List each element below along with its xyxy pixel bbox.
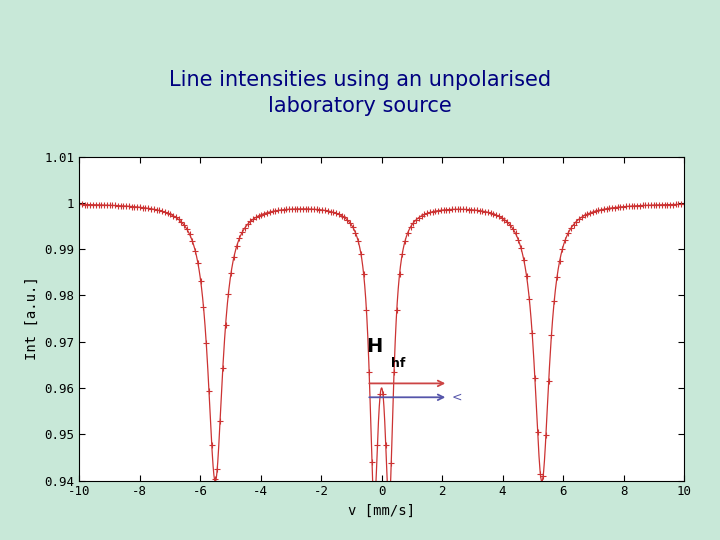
Text: $\mathbf{H}$: $\mathbf{H}$ [366, 336, 383, 356]
Y-axis label: Int [a.u.]: Int [a.u.] [24, 276, 39, 361]
Text: Line intensities using an unpolarised
laboratory source: Line intensities using an unpolarised la… [169, 70, 551, 116]
Text: hf: hf [391, 356, 405, 369]
X-axis label: v [mm/s]: v [mm/s] [348, 504, 415, 518]
Text: <: < [451, 391, 462, 404]
